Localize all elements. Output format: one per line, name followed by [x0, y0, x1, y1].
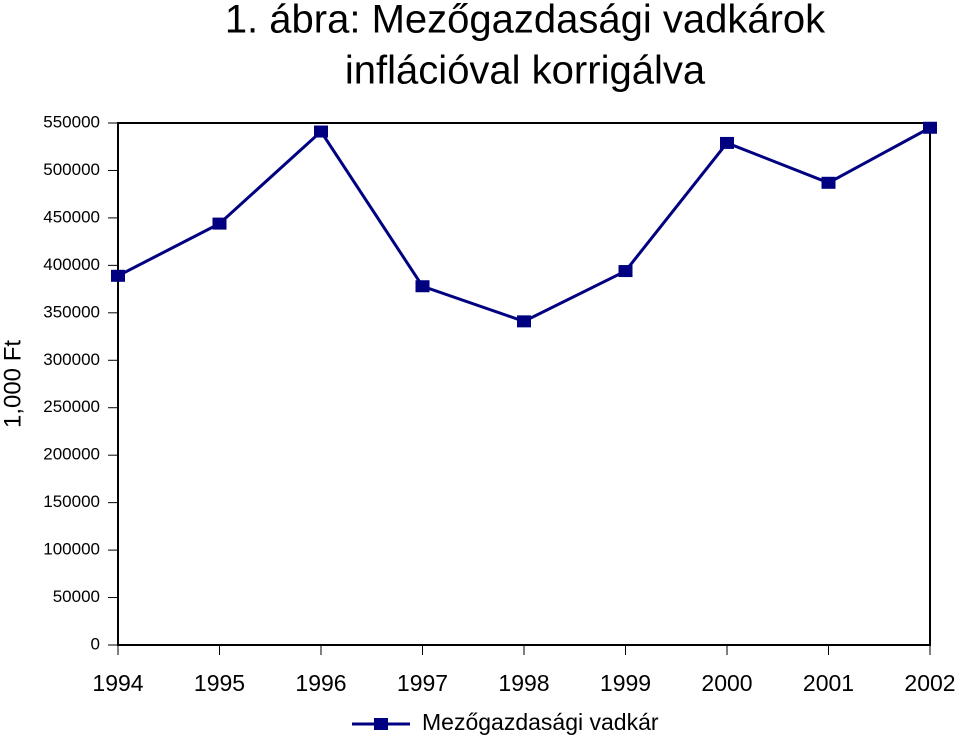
x-tick-label: 1996 [295, 670, 346, 696]
y-tick-label: 50000 [53, 587, 100, 606]
y-axis-label: 1,000 Ft [0, 340, 26, 428]
y-tick-label: 300000 [43, 350, 100, 369]
y-tick-label: 450000 [43, 207, 100, 226]
x-tick-label: 2002 [904, 670, 955, 696]
data-point [212, 217, 227, 230]
y-tick-label: 350000 [43, 302, 100, 321]
y-tick-label: 550000 [43, 112, 100, 131]
x-tick-label: 1994 [92, 670, 143, 696]
x-tick-label: 2001 [803, 670, 854, 696]
data-point [517, 315, 531, 328]
data-point [618, 265, 633, 278]
x-tick-label: 1995 [194, 670, 245, 696]
y-tick-label: 0 [91, 634, 100, 653]
plot-frame [117, 122, 931, 646]
y-tick-label: 200000 [43, 445, 100, 464]
data-point [720, 136, 734, 149]
legend-marker [374, 718, 388, 730]
y-tick-label: 500000 [43, 160, 100, 179]
chart-title: 1. ábra: Mezőgazdasági vadkárok [225, 0, 826, 42]
legend-label: Mezőgazdasági vadkár [422, 709, 659, 735]
y-tick-label: 100000 [43, 540, 100, 559]
y-tick-label: 250000 [43, 397, 100, 416]
data-point [111, 269, 125, 282]
data-point [314, 125, 328, 138]
x-tick-label: 2000 [701, 670, 752, 696]
data-point [415, 280, 430, 293]
y-tick-label: 400000 [43, 255, 100, 274]
x-tick-label: 1998 [498, 670, 549, 696]
x-tick-label: 1997 [397, 670, 448, 696]
chart-title: inflációval korrigálva [345, 49, 706, 93]
series-line [117, 126, 931, 323]
x-tick-label: 1999 [600, 670, 651, 696]
data-point [923, 121, 937, 134]
y-tick-label: 150000 [43, 492, 100, 511]
data-point [821, 176, 836, 189]
